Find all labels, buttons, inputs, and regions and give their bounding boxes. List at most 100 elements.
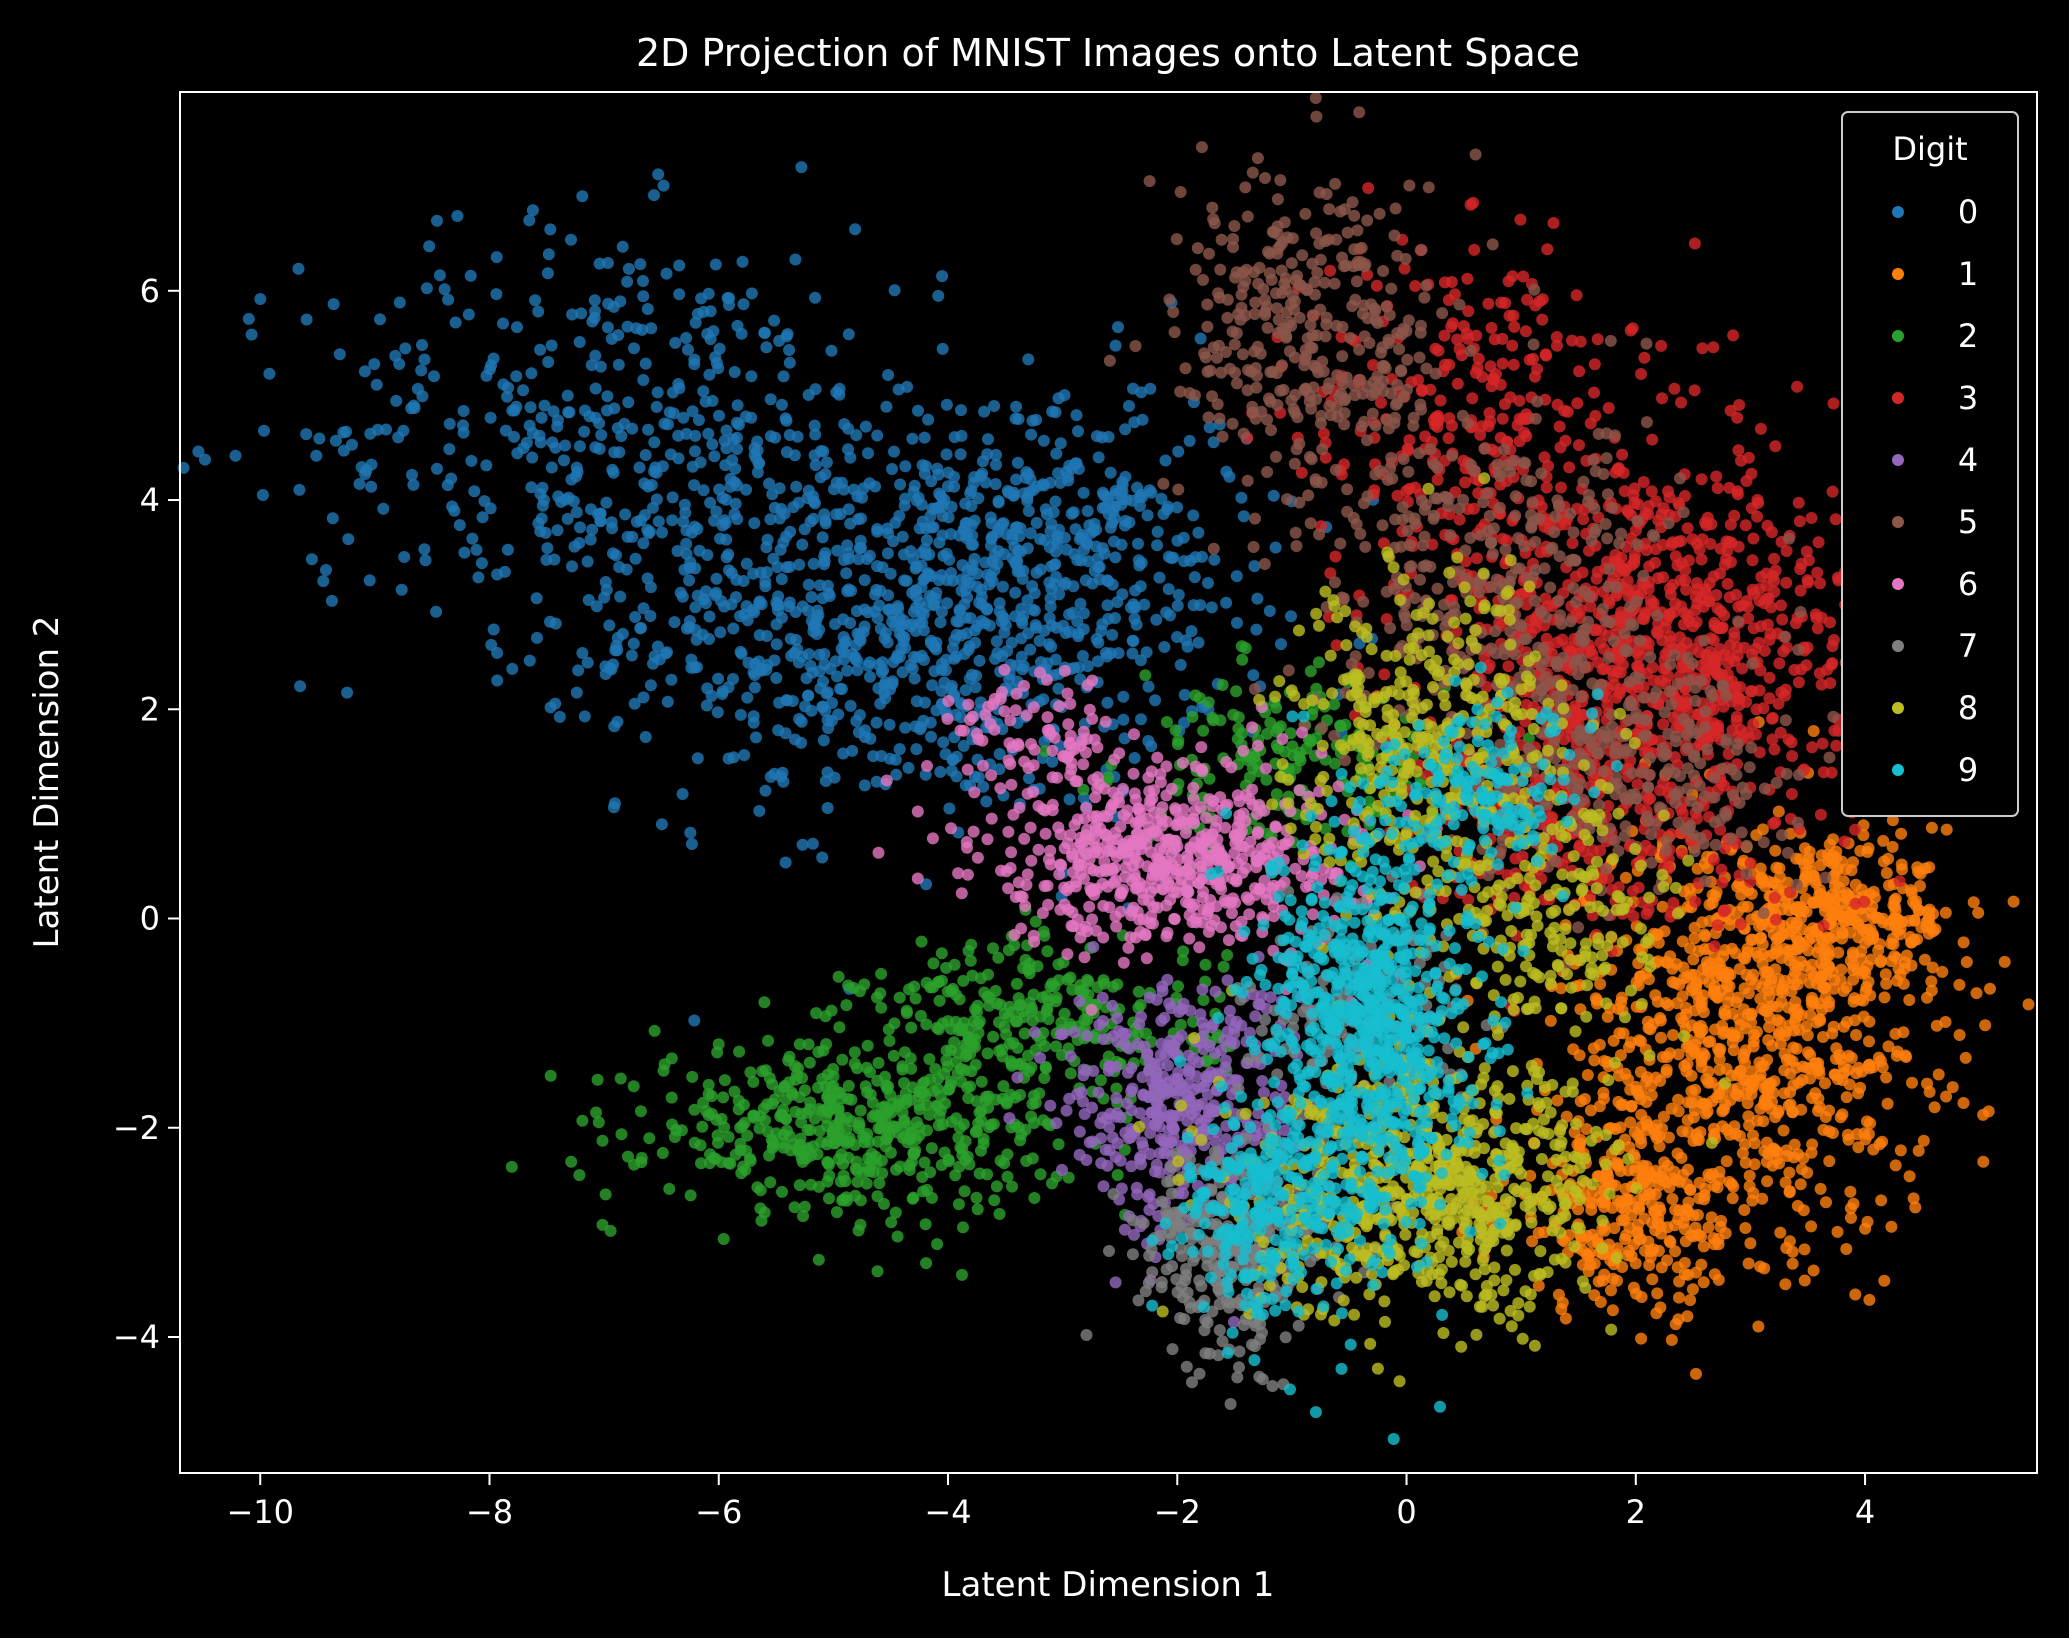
data-point <box>1007 486 1020 499</box>
data-point <box>673 288 686 301</box>
data-point <box>840 635 852 648</box>
data-point <box>393 296 406 309</box>
data-point <box>565 1155 578 1168</box>
data-point <box>1881 1097 1894 1110</box>
data-point <box>723 564 735 577</box>
data-point <box>1263 605 1276 617</box>
data-point <box>958 1064 971 1077</box>
data-point <box>1972 906 1985 919</box>
data-point <box>573 336 586 348</box>
data-point <box>1115 485 1127 498</box>
data-point <box>1638 1212 1651 1225</box>
data-point <box>883 1034 896 1047</box>
data-point <box>904 545 917 558</box>
data-point <box>782 600 795 613</box>
data-point <box>1134 580 1147 593</box>
data-point <box>1106 628 1119 641</box>
data-point <box>629 552 642 565</box>
data-point <box>1799 872 1811 885</box>
data-point <box>745 370 758 383</box>
data-point <box>1664 1047 1676 1060</box>
data-point <box>561 389 574 402</box>
data-point <box>915 581 928 594</box>
data-point <box>1011 456 1024 469</box>
data-point <box>1202 577 1214 589</box>
data-point <box>199 453 211 466</box>
data-point <box>1681 1205 1694 1218</box>
data-point <box>1632 1201 1645 1214</box>
data-point <box>727 673 739 685</box>
data-point <box>752 457 765 470</box>
data-point <box>1555 481 1567 494</box>
data-point <box>1230 570 1243 583</box>
data-point <box>1747 622 1760 635</box>
data-point <box>1650 1171 1663 1184</box>
data-point <box>1158 641 1171 653</box>
data-point <box>966 969 979 982</box>
data-point <box>853 542 866 555</box>
data-point <box>1805 512 1818 524</box>
data-point <box>1092 561 1105 574</box>
data-point <box>673 259 686 272</box>
data-point <box>837 646 850 659</box>
data-point <box>242 312 255 325</box>
data-point <box>1749 978 1762 990</box>
data-point <box>641 572 654 585</box>
data-point <box>850 429 863 442</box>
data-point <box>1704 657 1717 670</box>
data-point <box>1012 413 1025 425</box>
data-point <box>691 522 704 535</box>
data-point <box>1310 682 1323 695</box>
data-point <box>1714 567 1727 580</box>
data-point <box>844 699 857 712</box>
data-point <box>973 654 986 667</box>
data-point <box>1621 1193 1633 1206</box>
data-point <box>1060 543 1073 556</box>
data-point <box>713 409 725 422</box>
data-point <box>916 1085 929 1098</box>
data-point <box>1655 1031 1667 1044</box>
data-point <box>686 405 699 418</box>
data-point <box>736 255 749 268</box>
data-point <box>881 522 894 535</box>
data-point <box>1763 1077 1776 1090</box>
data-point <box>549 441 562 454</box>
data-point <box>975 1075 988 1088</box>
data-point <box>1584 644 1597 657</box>
data-point <box>510 400 523 413</box>
data-point <box>1903 994 1916 1006</box>
data-point <box>1665 1334 1678 1346</box>
data-point <box>1077 984 1090 997</box>
data-point <box>443 417 456 430</box>
data-point <box>1756 918 1768 931</box>
data-point <box>975 1104 988 1117</box>
data-point <box>991 557 1004 570</box>
data-point <box>1732 991 1744 1004</box>
data-point <box>1038 624 1051 637</box>
data-point <box>807 495 820 508</box>
data-point <box>1248 560 1261 573</box>
data-point <box>884 567 897 580</box>
data-point <box>1979 1019 1992 1032</box>
data-point <box>1742 1110 1755 1123</box>
data-point <box>1733 1089 1746 1102</box>
data-point <box>1598 1200 1611 1213</box>
data-point <box>627 1080 640 1093</box>
data-point <box>1783 1235 1796 1248</box>
data-point <box>989 985 1002 997</box>
data-point <box>1745 1016 1757 1029</box>
data-point <box>1593 1100 1606 1113</box>
data-point <box>478 495 491 508</box>
data-point <box>912 404 924 417</box>
data-point <box>680 622 693 635</box>
data-point <box>1074 597 1087 610</box>
data-point <box>678 498 691 511</box>
data-point <box>817 675 829 688</box>
data-point <box>1100 650 1113 663</box>
data-point <box>1852 1141 1865 1154</box>
data-point <box>725 598 738 611</box>
data-point <box>872 1056 885 1069</box>
data-point <box>925 1142 938 1155</box>
data-point <box>1825 766 1838 779</box>
data-point <box>1732 444 1745 457</box>
